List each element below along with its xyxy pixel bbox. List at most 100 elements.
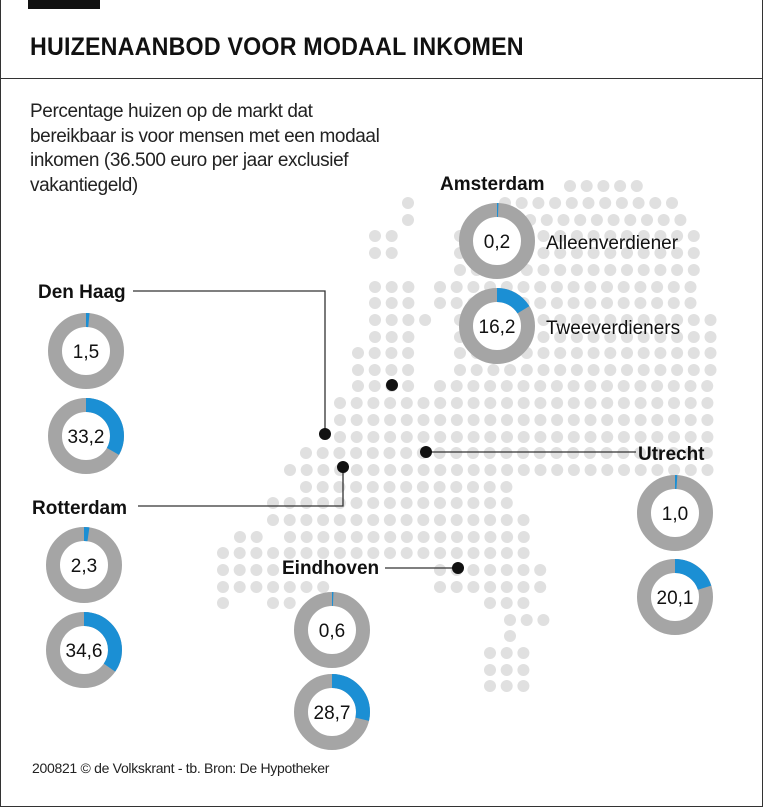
map-dot — [500, 497, 513, 509]
map-dot — [484, 464, 497, 476]
map-dot — [368, 380, 381, 392]
map-dot — [383, 497, 396, 509]
map-dot — [601, 414, 614, 426]
map-dot — [467, 447, 479, 459]
map-dot — [433, 447, 446, 459]
map-dot — [534, 414, 547, 426]
city-group-amsterdam: Amsterdam 0,2 16,2 — [440, 174, 545, 364]
map-dot — [537, 364, 550, 376]
map-dot — [384, 397, 397, 409]
map-dot — [369, 247, 381, 259]
map-dot — [601, 397, 614, 409]
map-dot — [617, 397, 630, 409]
map-dot — [384, 531, 397, 543]
map-dot — [614, 180, 627, 192]
map-dot — [570, 314, 583, 326]
map-dot — [385, 297, 398, 309]
map-dot — [450, 414, 463, 426]
map-dot — [517, 464, 530, 476]
map-dot — [684, 297, 697, 309]
map-dot — [668, 397, 680, 409]
top-accent-bar — [28, 0, 100, 9]
map-dot — [621, 314, 633, 326]
map-dot — [317, 547, 330, 559]
map-dot — [701, 414, 714, 426]
map-dot — [300, 547, 313, 559]
map-dot — [402, 214, 414, 226]
map-dot — [500, 380, 513, 392]
map-dot — [570, 347, 583, 359]
map-dot — [601, 281, 613, 293]
donut-chart: 34,6 — [46, 612, 122, 688]
map-dot — [567, 431, 580, 443]
map-dot — [400, 431, 413, 443]
map-dot — [450, 581, 463, 593]
map-dot — [634, 447, 646, 459]
map-dot — [284, 531, 296, 543]
map-dot — [701, 380, 714, 392]
map-dot — [517, 647, 530, 659]
map-dot — [317, 464, 330, 476]
map-dot — [587, 230, 600, 242]
donut-chart: 20,1 — [637, 559, 713, 635]
map-dot — [350, 431, 363, 443]
map-dot — [501, 531, 514, 543]
map-dot — [666, 197, 678, 209]
map-dot — [651, 397, 664, 409]
map-dot — [284, 464, 296, 476]
map-dot — [604, 314, 617, 326]
map-dot — [657, 214, 670, 226]
map-dot — [700, 447, 713, 459]
map-dot — [551, 464, 564, 476]
map-dot — [604, 247, 617, 259]
map-dot — [417, 431, 430, 443]
map-dot — [450, 380, 463, 392]
city-location-dot — [319, 428, 331, 440]
map-dot — [618, 464, 630, 476]
map-dot — [537, 247, 550, 259]
map-dot — [651, 297, 664, 309]
map-dot — [567, 281, 580, 293]
map-dot — [684, 397, 697, 409]
map-dot — [501, 431, 513, 443]
map-dot — [369, 331, 381, 343]
map-dot — [283, 581, 296, 593]
map-dot — [267, 497, 279, 509]
map-dot — [517, 447, 530, 459]
map-dot — [533, 447, 546, 459]
map-dot — [366, 447, 379, 459]
map-dot — [500, 514, 513, 526]
map-dot — [483, 481, 496, 493]
map-dot — [402, 197, 414, 209]
map-dot — [383, 481, 396, 493]
map-dot — [671, 331, 684, 343]
map-dot — [671, 264, 684, 276]
map-dot — [671, 230, 684, 242]
map-dot — [650, 447, 663, 459]
map-dot — [654, 247, 667, 259]
map-dot — [517, 664, 530, 676]
map-dot — [567, 447, 580, 459]
map-dot — [434, 581, 446, 593]
map-dot — [501, 414, 513, 426]
map-dot — [433, 481, 446, 493]
map-dot — [584, 281, 597, 293]
map-dot — [300, 514, 313, 526]
map-dot — [684, 414, 697, 426]
map-dot — [434, 564, 446, 576]
map-dot — [668, 431, 680, 443]
donut-value-label: 16,2 — [479, 317, 516, 338]
map-dot — [367, 464, 380, 476]
map-dot — [621, 364, 633, 376]
map-dot — [567, 414, 580, 426]
map-dot — [385, 314, 398, 326]
map-dot — [654, 230, 667, 242]
map-dot — [634, 380, 647, 392]
map-dot — [567, 297, 580, 309]
map-dot — [651, 431, 664, 443]
city-location-dot — [452, 562, 464, 574]
map-dot — [587, 331, 600, 343]
map-dot — [316, 447, 329, 459]
map-dot — [500, 597, 513, 609]
